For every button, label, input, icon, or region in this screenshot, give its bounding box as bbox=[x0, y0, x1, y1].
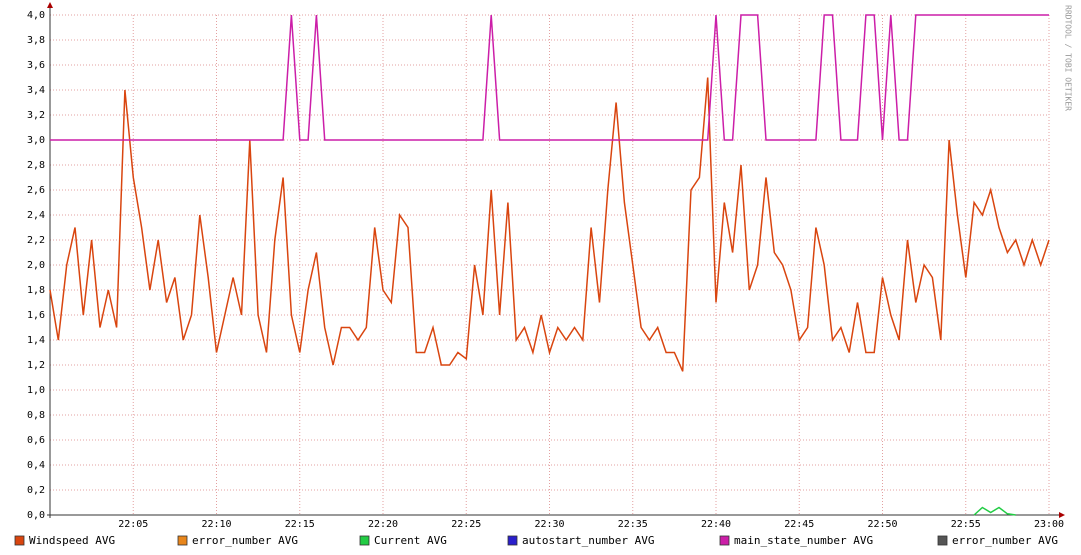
legend-swatch bbox=[719, 535, 730, 546]
y-tick-label: 0,6 bbox=[27, 435, 45, 446]
x-tick-label: 22:35 bbox=[618, 519, 648, 530]
legend-swatch bbox=[14, 535, 25, 546]
y-tick-label: 3,4 bbox=[27, 85, 45, 96]
x-tick-label: 22:40 bbox=[701, 519, 731, 530]
series-line bbox=[49, 77, 1050, 372]
legend-label: Current AVG bbox=[374, 534, 447, 547]
y-tick-label: 0,2 bbox=[27, 485, 45, 496]
legend-swatch bbox=[507, 535, 518, 546]
x-tick-label: 22:50 bbox=[867, 519, 897, 530]
legend-label: Windspeed AVG bbox=[29, 534, 115, 547]
x-tick-label: 22:10 bbox=[201, 519, 231, 530]
legend-swatch bbox=[359, 535, 370, 546]
y-tick-label: 1,4 bbox=[27, 335, 45, 346]
y-tick-label: 2,8 bbox=[27, 160, 45, 171]
legend-swatch bbox=[177, 535, 188, 546]
legend: Windspeed AVG error_number AVG Current AVG… bbox=[14, 534, 1058, 547]
y-tick-label: 3,0 bbox=[27, 135, 45, 146]
legend-label: error_number AVG bbox=[192, 534, 298, 547]
y-tick-label: 1,2 bbox=[27, 360, 45, 371]
x-tick-label: 23:00 bbox=[1034, 519, 1064, 530]
y-tick-label: 3,2 bbox=[27, 110, 45, 121]
y-tick-label: 2,4 bbox=[27, 210, 45, 221]
y-tick-label: 4,0 bbox=[27, 10, 45, 21]
y-tick-label: 3,6 bbox=[27, 60, 45, 71]
legend-label: main_state_number AVG bbox=[734, 534, 873, 547]
y-tick-label: 0,8 bbox=[27, 410, 45, 421]
y-tick-label: 2,6 bbox=[27, 185, 45, 196]
axis-arrow bbox=[47, 2, 53, 8]
x-tick-label: 22:15 bbox=[285, 519, 315, 530]
x-tick-label: 22:30 bbox=[534, 519, 564, 530]
y-tick-label: 2,2 bbox=[27, 235, 45, 246]
legend-label: error_number AVG bbox=[952, 534, 1058, 547]
x-tick-label: 22:05 bbox=[118, 519, 148, 530]
y-tick-label: 2,0 bbox=[27, 260, 45, 271]
x-tick-label: 22:25 bbox=[451, 519, 481, 530]
legend-swatch bbox=[937, 535, 948, 546]
x-tick-label: 22:55 bbox=[951, 519, 981, 530]
axis-arrow bbox=[1059, 512, 1065, 518]
x-tick-label: 22:45 bbox=[784, 519, 814, 530]
y-tick-label: 1,8 bbox=[27, 285, 45, 296]
y-tick-label: 1,0 bbox=[27, 385, 45, 396]
y-tick-label: 0,4 bbox=[27, 460, 45, 471]
y-tick-label: 1,6 bbox=[27, 310, 45, 321]
x-tick-label: 22:20 bbox=[368, 519, 398, 530]
watermark: RRDTOOL / TOBI OETIKER bbox=[1064, 5, 1073, 111]
series-line bbox=[50, 14, 1049, 141]
series-line bbox=[973, 506, 1016, 516]
legend-label: autostart_number AVG bbox=[522, 534, 654, 547]
y-tick-label: 0,0 bbox=[27, 510, 45, 521]
y-tick-label: 3,8 bbox=[27, 35, 45, 46]
